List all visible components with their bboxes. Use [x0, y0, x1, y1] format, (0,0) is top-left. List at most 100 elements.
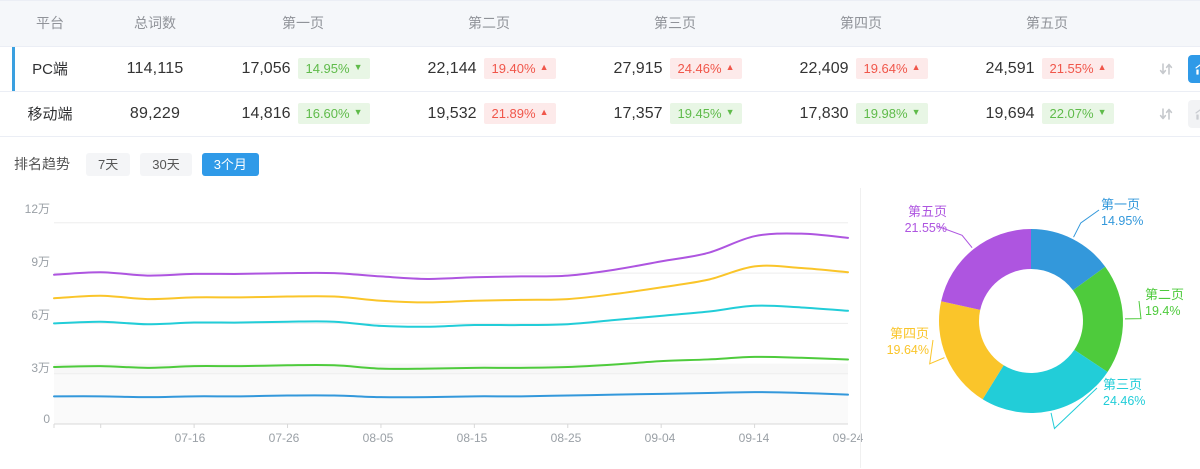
page-share-badge: 21.55% ▲	[1042, 58, 1114, 79]
page-count: 27,915	[613, 59, 663, 77]
page-share-badge: 19.98% ▼	[856, 103, 928, 124]
page-share-value: 19.40%	[491, 61, 536, 76]
y-tick-label: 0	[43, 411, 50, 426]
sort-arrows-icon[interactable]	[1152, 100, 1180, 128]
donut-label-name: 第三页	[1103, 376, 1143, 392]
page-share-badge: 21.89% ▲	[484, 103, 556, 124]
page-distribution-donut-chart[interactable]: 第一页 14.95% 第二页 19.4% 第三页 24.46% 第四页 19.6…	[860, 187, 1200, 468]
table-row[interactable]: 移动端 89,229 14,816 16.60% ▼	[0, 91, 1200, 137]
trend-section-title: 排名趋势	[14, 156, 70, 172]
range-tab-7d[interactable]: 7天	[86, 152, 131, 176]
header-page-2: 第二页	[396, 1, 582, 47]
triangle-down-icon: ▼	[353, 107, 363, 117]
donut-label-value: 19.4%	[1145, 304, 1181, 319]
header-actions	[1140, 1, 1200, 47]
page-share-value: 19.45%	[677, 106, 722, 121]
donut-label-value: 21.55%	[904, 221, 947, 236]
donut-chart-canvas	[929, 209, 1142, 429]
triangle-up-icon: ▲	[539, 107, 549, 117]
page-share-value: 22.07%	[1049, 106, 1094, 121]
y-tick-label: 3万	[31, 360, 50, 375]
donut-label-name: 第四页	[889, 325, 929, 341]
header-page-3: 第三页	[582, 1, 768, 47]
triangle-up-icon: ▲	[539, 62, 549, 72]
page-count: 24,591	[985, 59, 1035, 77]
page-share-badge: 22.07% ▼	[1042, 103, 1114, 124]
keyword-summary-table: 平台 总词数 第一页 第二页 第三页 第四页 第五页 PC端 114,115	[0, 0, 1200, 137]
triangle-down-icon: ▼	[353, 62, 363, 72]
triangle-up-icon: ▲	[1097, 62, 1107, 72]
page-count: 19,694	[985, 104, 1035, 122]
cell-platform: PC端	[0, 46, 100, 92]
page-count: 14,816	[241, 104, 291, 122]
trend-toolbar: 排名趋势 7天 30天 3个月	[0, 137, 1200, 188]
cell-total-keywords: 89,229	[100, 91, 210, 137]
page-share-value: 21.55%	[1049, 61, 1094, 76]
triangle-up-icon: ▲	[725, 62, 735, 72]
sort-arrows-icon[interactable]	[1152, 55, 1180, 83]
table-row[interactable]: PC端 114,115 17,056 14.95% ▼	[0, 46, 1200, 92]
header-page-5: 第五页	[954, 1, 1140, 47]
donut-label-value: 14.95%	[1101, 214, 1144, 229]
donut-label-page-5: 第五页 21.55%	[879, 203, 947, 237]
total-keywords-value: 89,229	[129, 104, 181, 122]
cell-page-5: 24,591 21.55% ▲	[954, 46, 1140, 92]
page-share-badge: 19.64% ▲	[856, 58, 928, 79]
range-tab-3m[interactable]: 3个月	[201, 152, 259, 176]
cell-page-1: 17,056 14.95% ▼	[210, 46, 396, 92]
cell-page-4: 17,830 19.98% ▼	[768, 91, 954, 137]
donut-label-page-3: 第三页 24.46%	[1103, 376, 1145, 410]
page-share-value: 14.95%	[305, 61, 350, 76]
cell-page-2: 19,532 21.89% ▲	[396, 91, 582, 137]
y-tick-label: 6万	[31, 307, 50, 322]
x-tick-label: 07-26	[268, 430, 300, 445]
y-tick-label: 12万	[24, 201, 50, 216]
x-tick-label: 08-25	[550, 430, 582, 445]
total-keywords-value: 114,115	[126, 59, 184, 77]
triangle-down-icon: ▼	[1097, 107, 1107, 117]
cell-page-2: 22,144 19.40% ▲	[396, 46, 582, 92]
cell-platform: 移动端	[0, 91, 100, 137]
page-share-value: 24.46%	[677, 61, 722, 76]
cell-page-5: 19,694 22.07% ▼	[954, 91, 1140, 137]
header-page-4: 第四页	[768, 1, 954, 47]
page-share-value: 19.98%	[863, 106, 908, 121]
cell-actions	[1140, 46, 1200, 92]
header-page-1: 第一页	[210, 1, 396, 47]
cell-page-1: 14,816 16.60% ▼	[210, 91, 396, 137]
rank-trend-line-chart[interactable]: 12万 9万 6万 3万 0 07-16 07-26 08-05 08-15 0…	[0, 188, 864, 468]
cell-page-3: 17,357 19.45% ▼	[582, 91, 768, 137]
donut-label-value: 19.64%	[886, 343, 929, 358]
cell-page-4: 22,409 19.64% ▲	[768, 46, 954, 92]
triangle-down-icon: ▼	[725, 107, 735, 117]
page-count: 17,056	[241, 59, 291, 77]
donut-label-value: 24.46%	[1103, 394, 1146, 409]
x-tick-label: 09-14	[738, 430, 770, 445]
donut-label-page-1: 第一页 14.95%	[1101, 196, 1143, 230]
page-share-badge: 24.46% ▲	[670, 58, 742, 79]
cell-total-keywords: 114,115	[100, 46, 210, 92]
cell-page-3: 27,915 24.46% ▲	[582, 46, 768, 92]
page-count: 17,357	[613, 104, 663, 122]
page-count: 22,144	[427, 59, 477, 77]
x-tick-label: 08-15	[456, 430, 488, 445]
table-header-row: 平台 总词数 第一页 第二页 第三页 第四页 第五页	[0, 1, 1200, 47]
range-tab-30d[interactable]: 30天	[140, 152, 192, 176]
x-tick-label: 09-04	[644, 430, 676, 445]
donut-label-name: 第二页	[1145, 286, 1185, 302]
page-share-badge: 19.45% ▼	[670, 103, 742, 124]
triangle-up-icon: ▲	[911, 62, 921, 72]
chart-bars-icon[interactable]	[1188, 99, 1200, 128]
triangle-down-icon: ▼	[911, 107, 921, 117]
x-tick-label: 09-24	[832, 430, 864, 445]
donut-label-page-2: 第二页 19.4%	[1145, 286, 1184, 320]
page-share-value: 16.60%	[305, 106, 350, 121]
charts-area: 12万 9万 6万 3万 0 07-16 07-26 08-05 08-15 0…	[0, 187, 1200, 468]
page-share-badge: 14.95% ▼	[298, 58, 370, 79]
page-share-badge: 19.40% ▲	[484, 58, 556, 79]
page-share-value: 21.89%	[491, 106, 536, 121]
page-share-value: 19.64%	[863, 61, 908, 76]
chart-bars-icon[interactable]	[1188, 54, 1200, 83]
donut-label-name: 第一页	[1101, 196, 1141, 212]
